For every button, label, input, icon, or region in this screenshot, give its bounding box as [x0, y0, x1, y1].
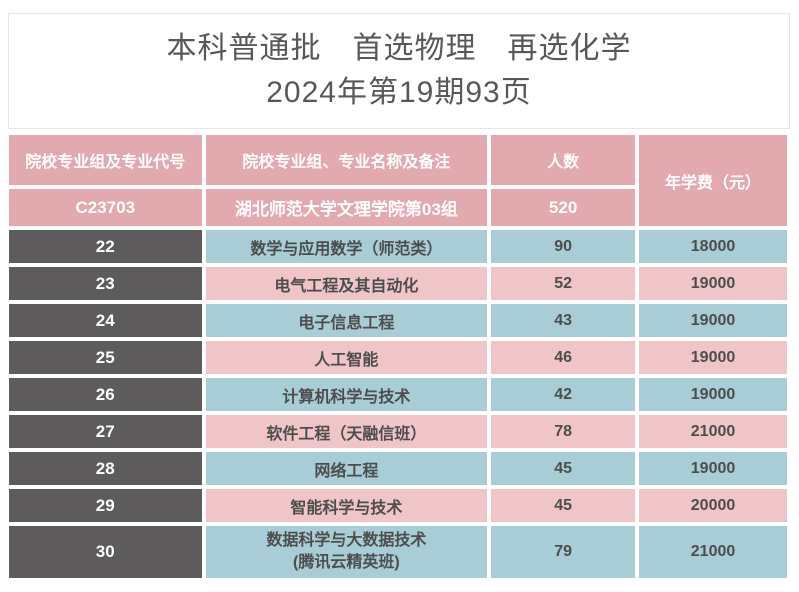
table-row: 28 网络工程 45 19000: [9, 452, 787, 485]
major-name-cell: 人工智能: [205, 341, 488, 374]
admission-plan-table: 院校专业组及专业代号 院校专业组、专业名称及备注 人数 年学费（元） C2370…: [5, 131, 791, 582]
fee-cell: 18000: [639, 230, 787, 263]
major-name-line1: 数据科学与大数据技术: [266, 532, 427, 549]
table-row: 26 计算机科学与技术 42 19000: [9, 378, 787, 411]
major-name-cell: 电气工程及其自动化: [205, 267, 488, 300]
header-group-name: 院校专业组、专业名称及备注: [205, 135, 488, 185]
major-code-cell: 25: [9, 341, 202, 374]
major-code-cell: 28: [9, 452, 202, 485]
major-name-line2: (腾讯云精英班): [293, 554, 400, 571]
major-name-cell: 数据科学与大数据技术 (腾讯云精英班): [205, 526, 488, 578]
major-name-cell: 数学与应用数学（师范类）: [205, 230, 488, 263]
major-name-cell: 电子信息工程: [205, 304, 488, 337]
header-row: 院校专业组及专业代号 院校专业组、专业名称及备注 人数 年学费（元）: [9, 135, 787, 226]
major-code-cell: 22: [9, 230, 202, 263]
table-row: 22 数学与应用数学（师范类） 90 18000: [9, 230, 787, 263]
group-row: C23703 湖北师范大学文理学院第03组 520: [9, 189, 787, 226]
major-name-cell: 计算机科学与技术: [205, 378, 488, 411]
major-name-cell: 软件工程（天融信班）: [205, 415, 488, 448]
student-count-cell: 90: [491, 230, 636, 263]
table-row: 29 智能科学与技术 45 20000: [9, 489, 787, 522]
fee-cell: 19000: [639, 452, 787, 485]
page-title-line2: 2024年第19期93页: [266, 76, 532, 109]
fee-cell: 19000: [639, 304, 787, 337]
student-count-cell: 78: [491, 415, 636, 448]
group-count-cell: 520: [491, 189, 636, 226]
student-count-cell: 52: [491, 267, 636, 300]
student-count-cell: 45: [491, 489, 636, 522]
fee-cell: 19000: [639, 267, 787, 300]
major-code-cell: 26: [9, 378, 202, 411]
major-code-cell: 30: [9, 526, 202, 578]
fee-cell: 20000: [639, 489, 787, 522]
header-count: 人数: [491, 135, 636, 185]
student-count-cell: 42: [491, 378, 636, 411]
fee-cell: 21000: [639, 415, 787, 448]
fee-cell: 19000: [639, 341, 787, 374]
page-title-line1: 本科普通批 首选物理 再选化学: [166, 32, 632, 65]
header-fee: 年学费（元）: [639, 135, 787, 226]
table-row: 23 电气工程及其自动化 52 19000: [9, 267, 787, 300]
title-box: 本科普通批 首选物理 再选化学 2024年第19期93页: [8, 13, 790, 129]
major-code-cell: 23: [9, 267, 202, 300]
group-code-cell: C23703: [9, 189, 202, 226]
major-name-cell: 网络工程: [205, 452, 488, 485]
fee-cell: 19000: [639, 378, 787, 411]
student-count-cell: 43: [491, 304, 636, 337]
table-row: 24 电子信息工程 43 19000: [9, 304, 787, 337]
header-group-code: 院校专业组及专业代号: [9, 135, 202, 185]
student-count-cell: 45: [491, 452, 636, 485]
table-row: 25 人工智能 46 19000: [9, 341, 787, 374]
table-row: 30 数据科学与大数据技术 (腾讯云精英班) 79 21000: [9, 526, 787, 578]
student-count-cell: 79: [491, 526, 636, 578]
group-name-cell: 湖北师范大学文理学院第03组: [205, 189, 488, 226]
major-code-cell: 29: [9, 489, 202, 522]
student-count-cell: 46: [491, 341, 636, 374]
major-name-cell: 智能科学与技术: [205, 489, 488, 522]
fee-cell: 21000: [639, 526, 787, 578]
major-code-cell: 27: [9, 415, 202, 448]
table-row: 27 软件工程（天融信班） 78 21000: [9, 415, 787, 448]
major-code-cell: 24: [9, 304, 202, 337]
